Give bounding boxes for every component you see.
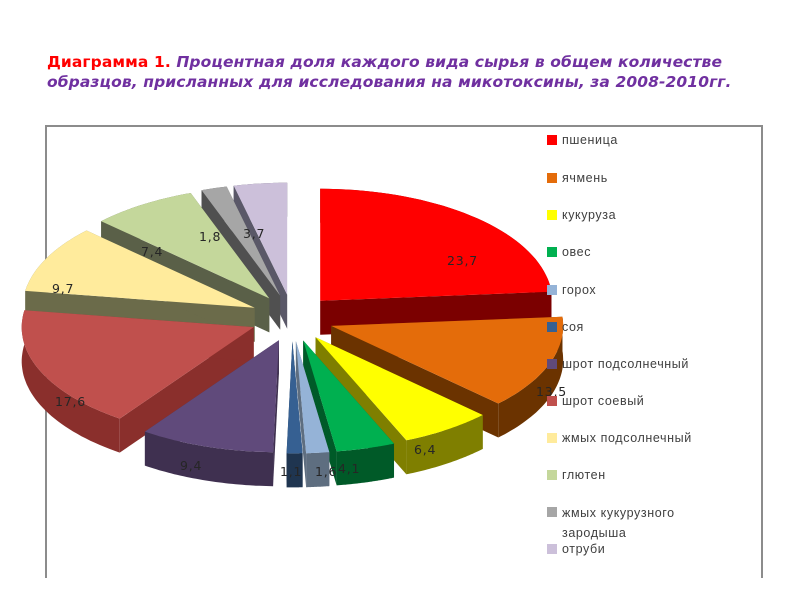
data-label: 1,1	[280, 464, 303, 479]
legend-item: шрот подсолнечный	[547, 355, 689, 373]
data-label: 13,5	[536, 384, 568, 399]
legend-item: кукуруза	[547, 206, 616, 224]
legend-label: ячмень	[562, 171, 608, 185]
data-label: 3,7	[243, 226, 266, 241]
legend-label: горох	[562, 283, 597, 297]
chart-title: Диаграмма 1. Процентная доля каждого вид…	[47, 52, 767, 92]
data-label: 1,8	[199, 229, 222, 244]
legend-item: глютен	[547, 466, 606, 484]
legend-swatch-icon	[547, 396, 557, 406]
pie-slice	[320, 188, 552, 335]
data-label: 23,7	[447, 253, 479, 268]
legend-item: горох	[547, 281, 596, 299]
data-label: 6,4	[414, 442, 437, 457]
pie-slice	[21, 310, 254, 453]
chart-title-prefix: Диаграмма 1.	[47, 53, 171, 71]
legend-swatch-icon	[547, 173, 557, 183]
data-label: 9,7	[52, 281, 75, 296]
legend-item: жмых подсолнечный	[547, 429, 692, 447]
legend-swatch-icon	[547, 544, 557, 554]
pie-slice	[295, 341, 330, 488]
legend-swatch-icon	[547, 507, 557, 517]
pie-slice	[144, 340, 279, 487]
legend-label: шрот соевый	[562, 394, 645, 408]
legend-label: шрот подсолнечный	[562, 357, 689, 371]
legend-label: отруби	[562, 542, 606, 556]
pie-slice	[286, 341, 303, 488]
legend-item: ячмень	[547, 169, 608, 187]
data-label: 9,4	[180, 458, 203, 473]
legend-swatch-icon	[547, 433, 557, 443]
data-label: 17,6	[55, 394, 87, 409]
legend-swatch-icon	[547, 322, 557, 332]
chart-title-text: Процентная доля каждого вида сырья в общ…	[47, 53, 732, 91]
legend-label: овес	[562, 245, 592, 259]
legend-swatch-icon	[547, 285, 557, 295]
legend-item: отруби	[547, 540, 605, 558]
legend-item: овес	[547, 243, 591, 261]
legend-item: соя	[547, 318, 584, 336]
legend-swatch-icon	[547, 247, 557, 257]
data-label: 7,4	[141, 244, 164, 259]
legend-label: кукуруза	[562, 208, 617, 222]
legend-label: глютен	[562, 468, 606, 482]
legend-label: жмых кукурузного зародыша	[562, 506, 675, 540]
legend-swatch-icon	[547, 135, 557, 145]
legend-label: жмых подсолнечный	[562, 431, 692, 445]
legend-swatch-icon	[547, 470, 557, 480]
legend-label: соя	[562, 320, 584, 334]
legend-item: шрот соевый	[547, 392, 644, 410]
data-label: 1,6	[315, 464, 338, 479]
legend-label: пшеница	[562, 133, 618, 147]
legend-swatch-icon	[547, 359, 557, 369]
data-label: 4,1	[338, 461, 361, 476]
legend-item: жмых кукурузного зародыша	[547, 503, 732, 543]
legend-swatch-icon	[547, 210, 557, 220]
legend-item: пшеница	[547, 131, 618, 149]
